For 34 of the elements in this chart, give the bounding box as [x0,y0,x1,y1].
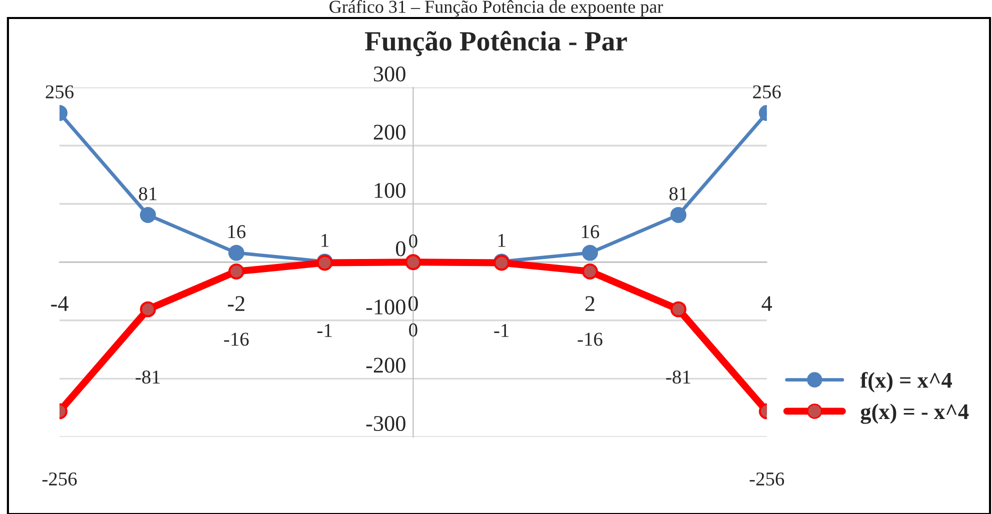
y-tick-label: 200 [374,124,406,140]
legend-label: g(x) = - x^4 [860,404,969,424]
x-tick-label: 0 [408,296,418,312]
legend-label: f(x) = x^4 [860,372,952,392]
data-label: 16 [228,225,246,238]
data-label: 256 [46,85,74,98]
x-tick-label: 2 [585,296,594,311]
y-tick-label: -100 [366,299,406,314]
data-label: -256 [750,472,784,486]
data-label: -81 [136,370,160,384]
data-label: -256 [42,472,77,486]
data-label: -16 [224,332,249,346]
y-tick-label: -200 [366,358,406,373]
y-tick-label: 100 [374,182,406,198]
data-label: -1 [317,324,332,337]
data-label: -81 [666,370,690,384]
data-label: 1 [498,234,506,247]
x-tick-label: 4 [762,296,772,311]
y-tick-label: -300 [366,416,406,431]
data-label: 1 [322,234,328,247]
x-tick-label: -2 [228,296,244,311]
data-label: 0 [409,234,418,248]
data-label: 16 [582,225,600,238]
data-label: 81 [669,187,687,200]
data-label: 256 [753,85,781,98]
y-tick-label: 300 [374,66,406,82]
data-label: -16 [578,332,602,346]
data-label: 0 [409,323,418,336]
y-tick-label: 0 [396,241,406,256]
data-label: 81 [138,187,156,200]
text: Gráfico 31 – Função Potência de expoente par [330,0,664,17]
chart-title: Função Potência - Par [364,30,627,56]
data-label: -1 [494,324,509,337]
x-tick-label: -4 [51,296,68,311]
